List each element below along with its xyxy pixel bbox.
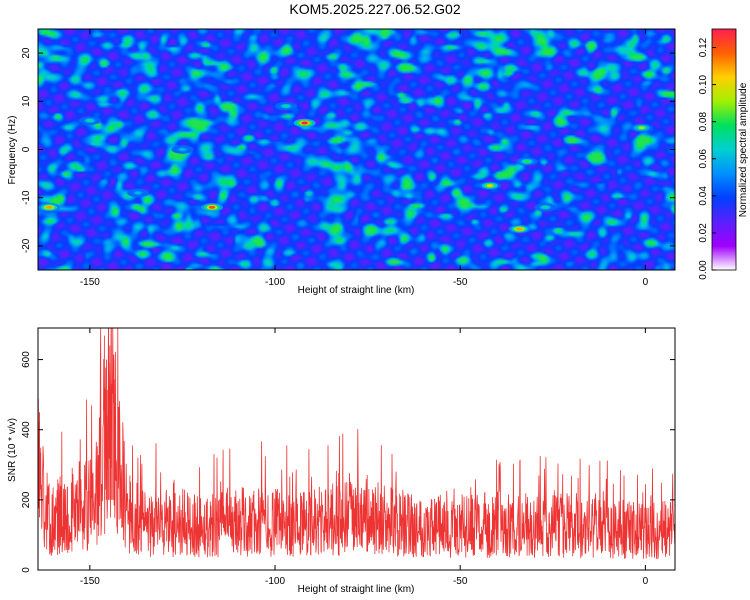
- colorbar-tick-label: 0.02: [698, 223, 709, 243]
- snr-frame: [37, 327, 676, 571]
- snr-x-tick-label: 0: [643, 576, 649, 587]
- heatmap-image: [38, 29, 675, 270]
- snr-y-tick-label: 400: [21, 421, 32, 438]
- colorbar-tick-label: 0.12: [698, 37, 709, 57]
- heatmap-panel: -150 -100 -50 0 20 10 0 -10 -20 Height of strai…: [7, 28, 676, 296]
- colorbar-tick-label: 0.10: [698, 74, 709, 94]
- heatmap-x-tick-label: -150: [80, 277, 100, 288]
- heatmap-hotspot: [293, 118, 316, 128]
- snr-xlabel: Height of straight line (km): [298, 584, 415, 595]
- hotspot-ring: [516, 227, 523, 231]
- heatmap-hotspot: [171, 145, 194, 154]
- hotspot-ring: [45, 205, 53, 209]
- colorbar-gradient: [711, 28, 737, 271]
- colorbar: 0.00 0.02 0.04 0.06 0.08 0.10 0.12 Normalized …: [698, 28, 749, 280]
- snr-y-tick-label: 600: [21, 351, 32, 368]
- heatmap-hotspot: [78, 116, 101, 125]
- snr-y-tick-label: 0: [21, 567, 32, 573]
- heatmap-x-ticks: -150 -100 -50 0: [80, 29, 649, 288]
- hotspot-ring: [282, 104, 290, 108]
- heatmap-hotspot: [630, 123, 653, 133]
- snr-y-ticks: 0 200 400 600: [21, 351, 675, 573]
- colorbar-tick-label: 0.06: [698, 149, 709, 169]
- hotspot-ring: [638, 126, 645, 130]
- hotspot-ring: [542, 205, 549, 209]
- hotspot-ring: [523, 160, 531, 164]
- hotspot-ring: [208, 205, 216, 209]
- hotspot-ring: [86, 119, 94, 123]
- snr-line: [38, 328, 675, 560]
- heatmap-hotspot: [126, 188, 149, 198]
- hotspot-ring: [134, 191, 142, 195]
- heatmap-y-ticks: 20 10 0 -10 -20: [21, 47, 675, 253]
- heatmap-hotspot: [38, 203, 61, 212]
- heatmap-hotspot: [508, 224, 531, 234]
- colorbar-ticks: 0.00 0.02 0.04 0.06 0.08 0.10 0.12: [698, 37, 716, 280]
- hotspot-ring: [179, 148, 186, 151]
- heatmap-hotspots: [38, 101, 653, 234]
- heatmap-hotspot: [201, 203, 224, 212]
- colorbar-label: Normalized spectral amplitude: [738, 82, 749, 217]
- snr-panel: -150 -100 -50 0 0 200 400 600 Height of straig…: [7, 327, 676, 595]
- heatmap-y-tick-label: -20: [21, 238, 32, 253]
- snr-x-tick-label: -50: [453, 576, 468, 587]
- heatmap-hotspot: [275, 101, 298, 111]
- heatmap-y-tick-label: 20: [21, 47, 32, 59]
- heatmap-hotspot: [515, 157, 538, 166]
- heatmap-xlabel: Height of straight line (km): [298, 285, 415, 296]
- heatmap-y-tick-label: 10: [21, 95, 32, 107]
- snr-x-ticks: -150 -100 -50 0: [80, 328, 649, 587]
- hotspot-ring: [301, 121, 308, 125]
- colorbar-tick-label: 0.08: [698, 112, 709, 132]
- heatmap-x-tick-label: -50: [453, 277, 468, 288]
- snr-x-tick-label: -100: [265, 576, 285, 587]
- colorbar-tick-label: 0.00: [698, 260, 709, 280]
- heatmap-y-tick-label: 0: [21, 146, 32, 152]
- snr-x-tick-label: -150: [80, 576, 100, 587]
- heatmap-x-tick-label: 0: [643, 277, 649, 288]
- snr-ylabel: SNR (10 * v/v): [7, 418, 18, 482]
- heatmap-x-tick-label: -100: [265, 277, 285, 288]
- figure-title: KOM5.2025.227.06.52.G02: [289, 1, 461, 17]
- snr-y-tick-label: 200: [21, 491, 32, 508]
- colorbar-tick-label: 0.04: [698, 186, 709, 206]
- heatmap-hotspot: [534, 203, 557, 212]
- snr-peak-spikes: [39, 328, 115, 518]
- heatmap-y-tick-label: -10: [21, 190, 32, 205]
- heatmap-hotspot: [478, 181, 501, 190]
- hotspot-ring: [486, 184, 494, 188]
- heatmap-ylabel: Frequency (Hz): [7, 116, 18, 185]
